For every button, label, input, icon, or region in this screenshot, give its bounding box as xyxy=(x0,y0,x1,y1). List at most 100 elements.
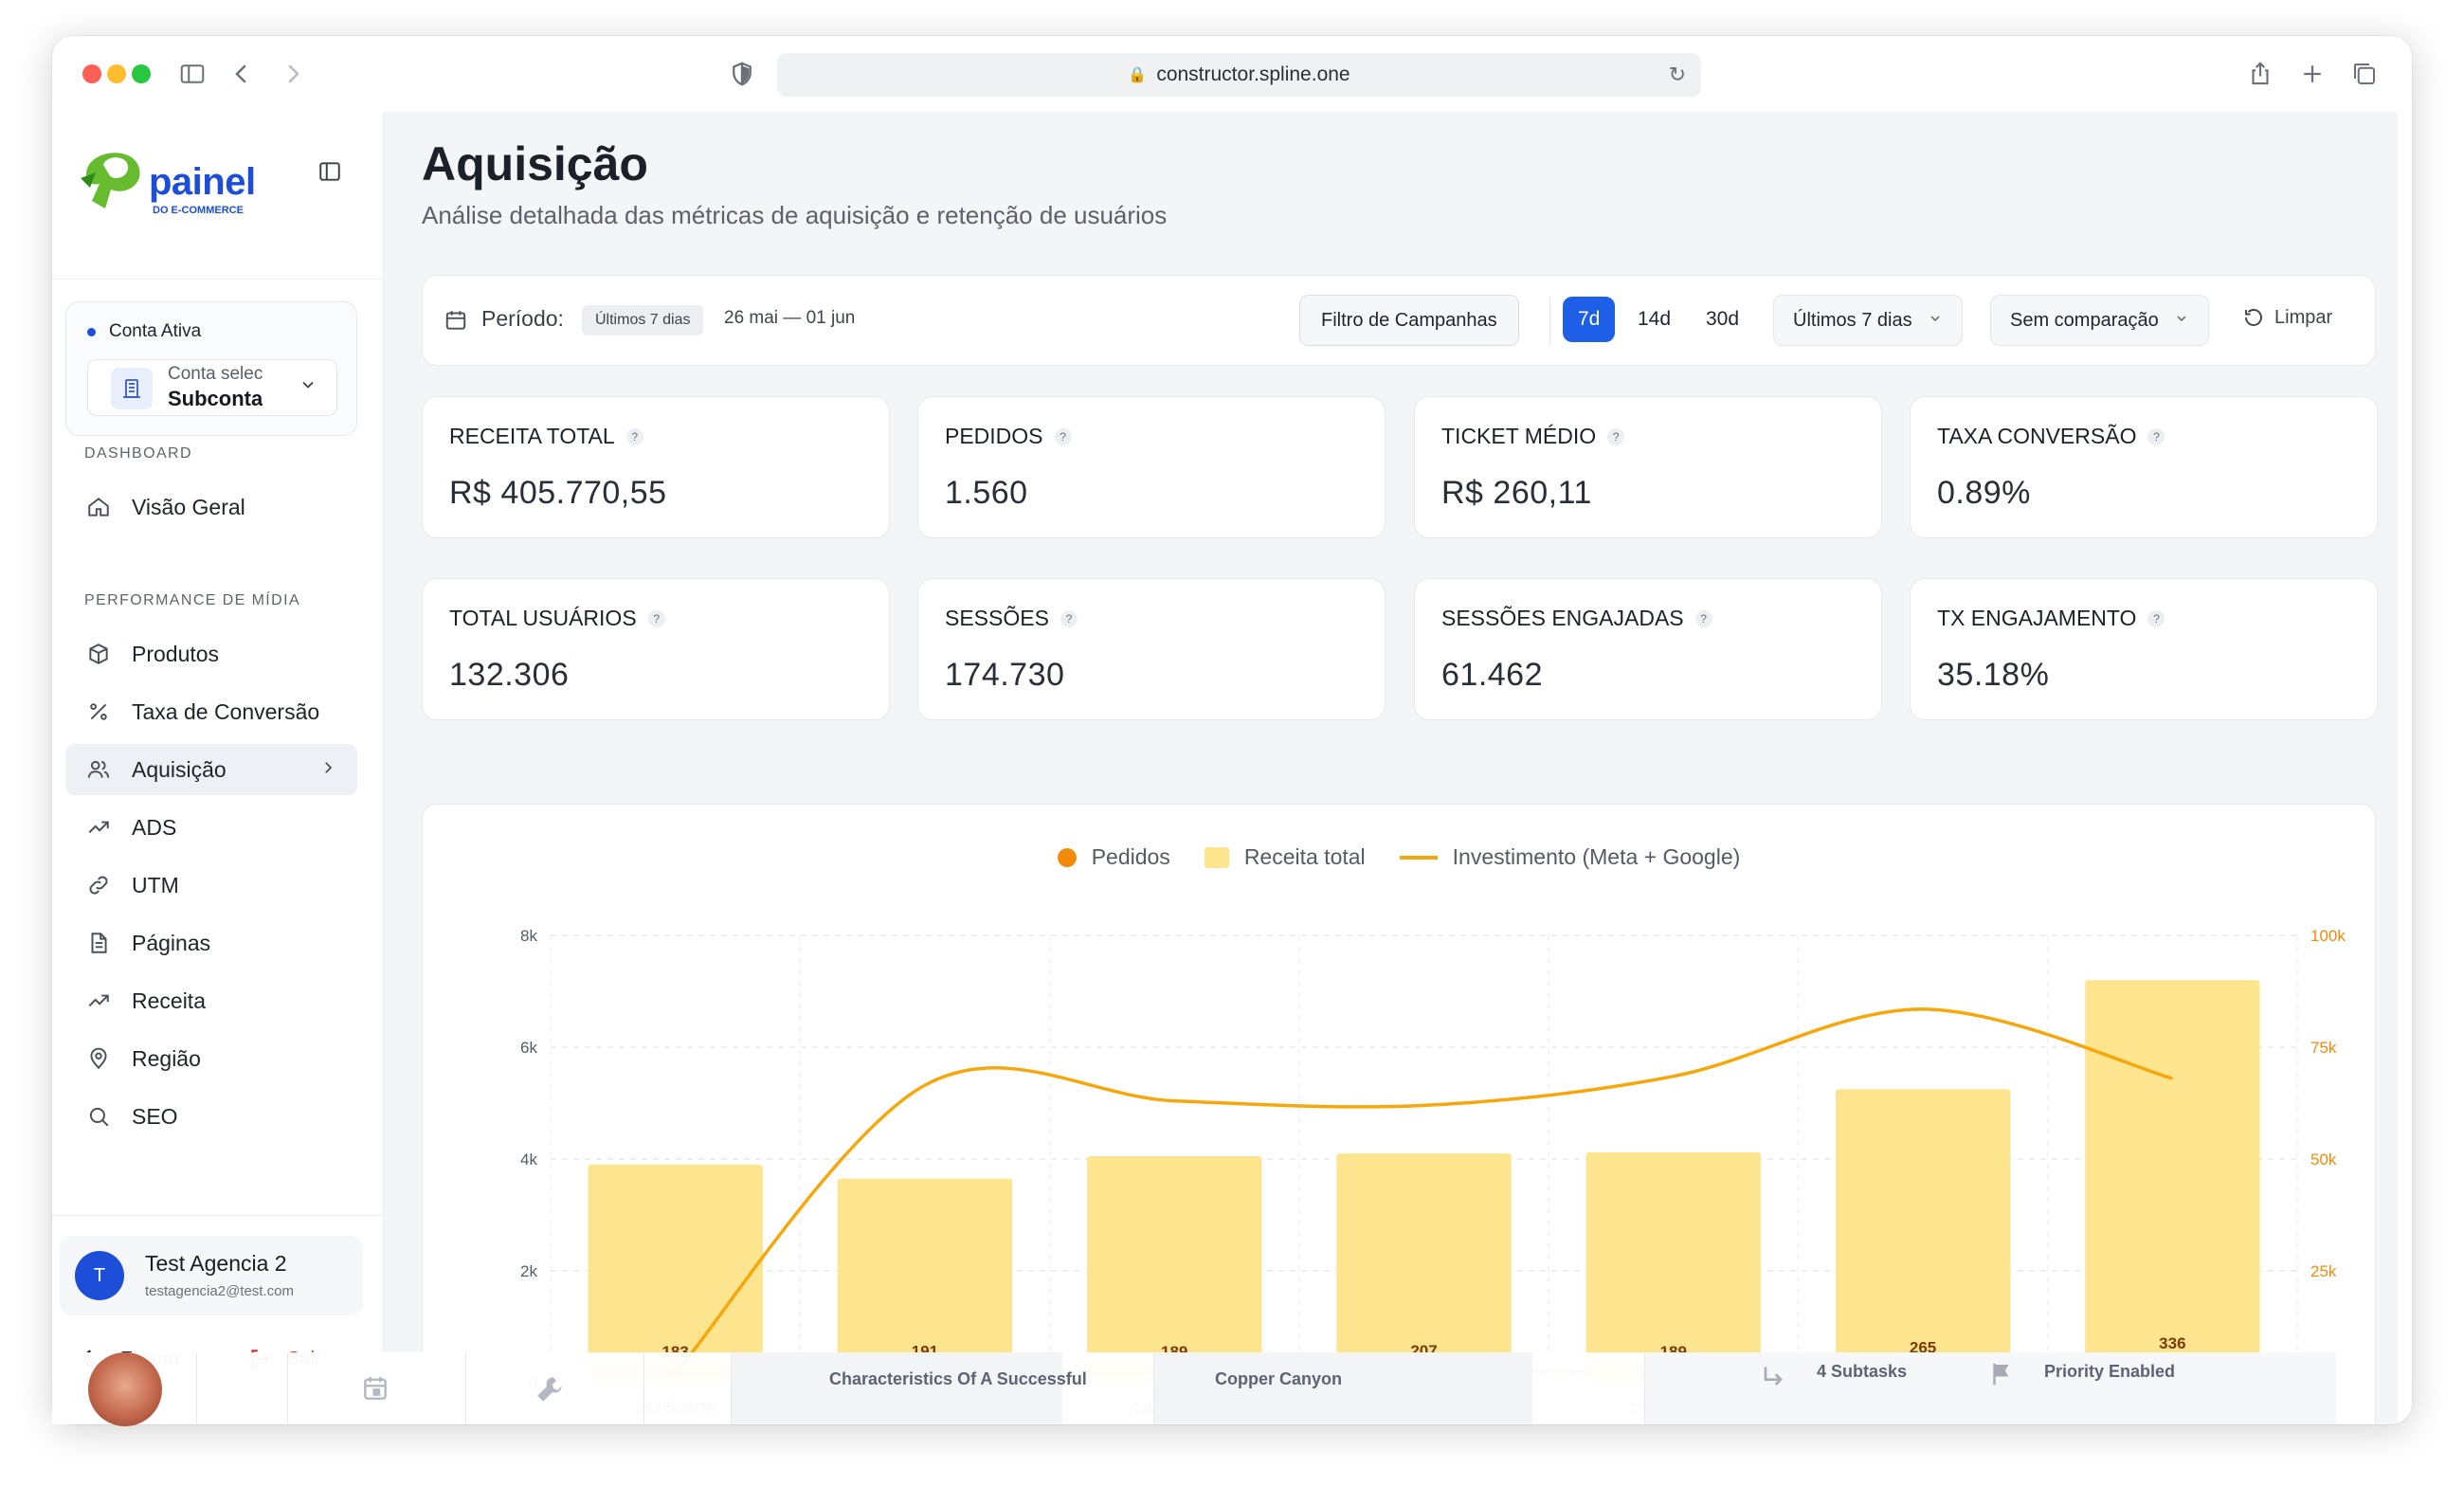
kpi-title: TOTAL USUÁRIOS xyxy=(449,606,637,630)
sidebar-item-produtos[interactable]: Produtos xyxy=(65,628,357,680)
page-subtitle: Análise detalhada das métricas de aquisi… xyxy=(422,201,1168,229)
acquisition-chart-card: Pedidos Receita total Investimento (Meta… xyxy=(422,804,2376,1424)
period-label: Período: xyxy=(481,306,564,331)
period-select[interactable]: Últimos 7 dias xyxy=(1773,295,1963,346)
chevron-down-icon xyxy=(2174,310,2189,332)
forward-icon[interactable] xyxy=(276,57,310,91)
kpi-value: R$ 405.770,55 xyxy=(449,475,667,511)
calendar-icon[interactable] xyxy=(360,1373,390,1408)
campaign-filter-button[interactable]: Filtro de Campanhas xyxy=(1299,295,1519,346)
chevron-down-icon xyxy=(299,375,317,399)
sidebar-item-label: Aquisição xyxy=(132,756,226,782)
search-icon xyxy=(84,1102,113,1131)
sidebar-item-paginas[interactable]: Páginas xyxy=(65,917,357,969)
user-email: testagencia2@test.com xyxy=(145,1283,294,1299)
help-icon[interactable]: ? xyxy=(1694,609,1712,627)
clear-filters-button[interactable]: Limpar xyxy=(2242,306,2332,329)
close-window-button[interactable] xyxy=(82,64,101,83)
user-card[interactable]: T Test Agencia 2 testagencia2@test.com xyxy=(60,1236,363,1315)
collapse-sidebar-icon[interactable] xyxy=(317,159,342,189)
sidebar-item-seo[interactable]: SEO xyxy=(65,1091,357,1142)
url-text: constructor.spline.one xyxy=(1156,63,1350,85)
logo-subtext: DO E-COMMERCE xyxy=(153,205,244,216)
sidebar-item-ads[interactable]: ADS xyxy=(65,802,357,853)
sidebar-item-label: UTM xyxy=(132,872,179,897)
account-card: Conta Ativa Conta selecionada Subconta xyxy=(65,301,357,436)
range-30d-button[interactable]: 30d xyxy=(1691,297,1754,342)
nav-section-dashboard: DASHBOARD xyxy=(84,445,192,462)
overlay-cell xyxy=(1153,1352,1532,1424)
period-select-value: Últimos 7 dias xyxy=(1793,309,1912,331)
link-icon xyxy=(84,871,113,899)
y-tick-left: 4k xyxy=(520,1151,537,1169)
sidebar-item-label: Páginas xyxy=(132,930,211,955)
shield-icon[interactable] xyxy=(725,57,759,91)
sidebar-item-utm[interactable]: UTM xyxy=(65,860,357,911)
y-tick-left: 6k xyxy=(520,1039,537,1057)
kpi-title: SESSÕES ENGAJADAS xyxy=(1441,606,1684,630)
sidebar-toggle-icon[interactable] xyxy=(175,57,209,91)
sidebar-item-regiao[interactable]: Região xyxy=(65,1033,357,1084)
legend-label: Pedidos xyxy=(1091,844,1170,869)
comparison-select-value: Sem comparação xyxy=(2010,309,2159,331)
account-select[interactable]: Conta selecionada Subconta xyxy=(87,359,337,416)
sidebar-item-aquisicao[interactable]: Aquisição xyxy=(65,744,357,795)
legend-item-investimento[interactable]: Investimento (Meta + Google) xyxy=(1399,844,1741,870)
subtask-arrow-icon xyxy=(1758,1362,1788,1397)
sidebar-item-taxa-conversao[interactable]: Taxa de Conversão xyxy=(65,686,357,737)
kpi-card-tx-engajamento: TX ENGAJAMENTO? 35.18% xyxy=(1910,578,2378,720)
new-tab-icon[interactable] xyxy=(2295,57,2329,91)
comparison-select[interactable]: Sem comparação xyxy=(1990,295,2209,346)
kpi-value: 132.306 xyxy=(449,657,570,693)
help-icon[interactable]: ? xyxy=(1607,427,1625,445)
sidebar-item-receita[interactable]: Receita xyxy=(65,975,357,1026)
bar-receita xyxy=(1585,1151,1761,1383)
range-14d-button[interactable]: 14d xyxy=(1622,297,1686,342)
address-bar[interactable]: 🔒 constructor.spline.one ↻ xyxy=(777,53,1701,97)
legend-item-receita[interactable]: Receita total xyxy=(1204,844,1366,870)
divider xyxy=(52,279,384,280)
legend-swatch xyxy=(1204,846,1229,868)
help-icon[interactable]: ? xyxy=(625,427,643,445)
back-icon[interactable] xyxy=(225,57,259,91)
wrench-icon[interactable] xyxy=(534,1373,566,1410)
zoom-window-button[interactable] xyxy=(132,64,151,83)
help-icon[interactable]: ? xyxy=(647,609,665,627)
account-select-value: Subconta xyxy=(168,387,263,410)
help-icon[interactable]: ? xyxy=(2147,609,2165,627)
range-7d-button[interactable]: 7d xyxy=(1563,297,1616,342)
share-icon[interactable] xyxy=(2243,57,2277,91)
reload-icon[interactable]: ↻ xyxy=(1668,63,1686,86)
reset-icon xyxy=(2245,309,2262,326)
line-investimento xyxy=(674,1007,2173,1375)
filter-bar: Período: Últimos 7 dias 26 mai — 01 jun … xyxy=(422,275,2376,366)
help-icon[interactable]: ? xyxy=(1054,427,1072,445)
file-icon xyxy=(84,929,113,957)
flag-icon xyxy=(1987,1360,2016,1393)
help-icon[interactable]: ? xyxy=(1060,609,1078,627)
lock-icon: 🔒 xyxy=(1128,67,1148,83)
users-icon xyxy=(84,755,113,784)
sidebar-item-label: SEO xyxy=(132,1103,178,1129)
sidebar-item-label: Produtos xyxy=(132,641,220,666)
chevron-down-icon xyxy=(1928,310,1943,332)
minimize-window-button[interactable] xyxy=(107,64,126,83)
tabs-overview-icon[interactable] xyxy=(2347,57,2382,91)
bar-receita xyxy=(1087,1156,1262,1383)
y-tick-right: 75k xyxy=(2310,1039,2337,1057)
y-tick-right: 50k xyxy=(2310,1151,2337,1169)
legend-label: Investimento (Meta + Google) xyxy=(1452,844,1741,869)
avatar xyxy=(88,1352,162,1426)
sidebar-item-visao-geral[interactable]: Visão Geral xyxy=(65,481,357,533)
bar-receita xyxy=(588,1164,763,1383)
kpi-card-pedidos: PEDIDOS? 1.560 xyxy=(917,396,1386,538)
bar-receita xyxy=(837,1178,1013,1383)
main-content: Aquisição Análise detalhada das métricas… xyxy=(384,112,2398,1424)
kpi-value: 1.560 xyxy=(945,475,1028,511)
legend-item-pedidos[interactable]: Pedidos xyxy=(1057,844,1170,870)
help-icon[interactable]: ? xyxy=(2147,427,2165,445)
data-label-pedidos: 265 xyxy=(1910,1338,1936,1356)
overlay-text: 4 Subtasks xyxy=(1817,1362,1908,1381)
sidebar: painel DO E-COMMERCE Conta Ativa Conta s… xyxy=(52,112,384,1424)
overlay-cell xyxy=(1644,1352,2336,1424)
